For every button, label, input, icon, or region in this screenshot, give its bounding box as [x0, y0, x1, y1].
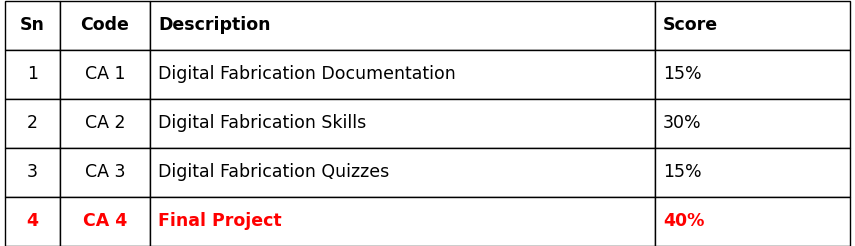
Bar — [5, 197, 60, 246]
Text: CA 2: CA 2 — [85, 114, 125, 132]
Text: Digital Fabrication Quizzes: Digital Fabrication Quizzes — [158, 163, 389, 181]
Bar — [655, 49, 850, 98]
Bar — [60, 0, 150, 49]
Text: 40%: 40% — [663, 212, 705, 230]
Text: 30%: 30% — [663, 114, 702, 132]
Bar — [150, 98, 655, 148]
Text: Description: Description — [158, 16, 270, 34]
Text: CA 4: CA 4 — [83, 212, 127, 230]
Bar — [5, 49, 60, 98]
Bar — [655, 0, 850, 49]
Text: 3: 3 — [27, 163, 38, 181]
Bar — [150, 148, 655, 197]
Bar — [655, 98, 850, 148]
Text: 1: 1 — [27, 65, 38, 83]
Bar — [5, 148, 60, 197]
Bar — [655, 197, 850, 246]
Text: Code: Code — [80, 16, 129, 34]
Bar — [150, 49, 655, 98]
Text: 4: 4 — [27, 212, 38, 230]
Text: Digital Fabrication Documentation: Digital Fabrication Documentation — [158, 65, 456, 83]
Text: Sn: Sn — [20, 16, 45, 34]
Bar — [655, 148, 850, 197]
Text: 15%: 15% — [663, 163, 702, 181]
Bar — [5, 0, 60, 49]
Bar — [60, 49, 150, 98]
Bar — [150, 197, 655, 246]
Text: 2: 2 — [27, 114, 38, 132]
Text: Digital Fabrication Skills: Digital Fabrication Skills — [158, 114, 366, 132]
Bar — [60, 197, 150, 246]
Text: 15%: 15% — [663, 65, 702, 83]
Bar — [60, 148, 150, 197]
Text: Score: Score — [663, 16, 718, 34]
Bar — [60, 98, 150, 148]
Text: CA 3: CA 3 — [85, 163, 125, 181]
Bar — [150, 0, 655, 49]
Text: CA 1: CA 1 — [85, 65, 125, 83]
Text: Final Project: Final Project — [158, 212, 281, 230]
Bar — [5, 98, 60, 148]
